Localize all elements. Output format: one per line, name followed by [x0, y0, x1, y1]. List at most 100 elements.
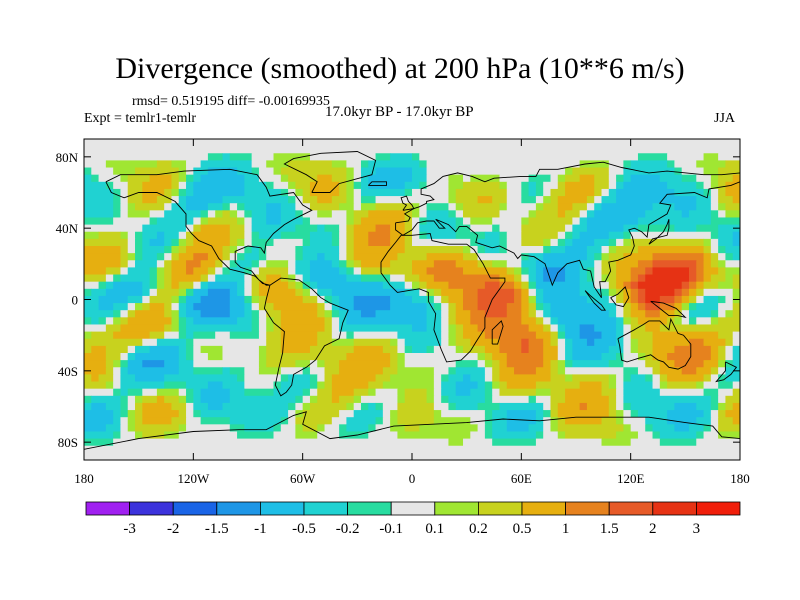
field-cell [302, 217, 311, 226]
field-cell [521, 188, 530, 197]
field-cell [681, 210, 690, 218]
field-cell [499, 174, 530, 183]
field-cell [339, 203, 355, 211]
field-cell [506, 188, 522, 197]
field-cell [339, 303, 355, 311]
field-cell [346, 424, 369, 432]
field-cell [324, 317, 333, 325]
field-cell [324, 324, 333, 333]
field-cell [105, 267, 121, 276]
field-cell [113, 203, 121, 211]
field-cell [84, 260, 121, 268]
field-cell [113, 388, 121, 397]
field-cell [630, 324, 646, 333]
field-cell [463, 267, 508, 276]
field-cell [681, 317, 690, 325]
field-cell [229, 295, 245, 304]
field-cell [725, 181, 740, 190]
field-cell [499, 345, 522, 354]
field-cell [186, 238, 194, 247]
x-tick-label: 0 [409, 471, 416, 486]
field-cell [346, 238, 355, 247]
field-cell [484, 374, 493, 383]
field-cell [353, 167, 362, 176]
field-cell [645, 303, 661, 311]
field-cell [426, 181, 449, 190]
field-cell [586, 210, 595, 218]
field-cell [419, 281, 428, 290]
field-cell [164, 238, 172, 247]
field-cell [127, 253, 136, 261]
field-cell [346, 274, 362, 283]
field-cell [258, 246, 267, 254]
field-cell [623, 374, 632, 383]
field-cell [718, 281, 734, 290]
field-cell [266, 217, 282, 226]
field-cell [113, 167, 136, 176]
field-cell [586, 295, 610, 304]
field-cell [324, 303, 333, 311]
field-cell [623, 224, 639, 233]
field-cell [710, 210, 719, 218]
field-cell [84, 238, 129, 247]
field-cell [543, 238, 551, 247]
field-cell [105, 281, 114, 290]
field-cell [84, 445, 740, 454]
field-cell [317, 281, 384, 290]
field-cell [135, 345, 151, 354]
field-cell [200, 210, 209, 218]
colorbar-swatch [347, 501, 392, 516]
field-cell [193, 410, 202, 418]
field-cell [696, 402, 712, 411]
field-cell [309, 181, 340, 190]
field-cell [601, 353, 617, 361]
field-cell [601, 438, 632, 447]
field-cell [120, 395, 129, 404]
field-cell [426, 288, 435, 297]
field-cell [594, 274, 603, 283]
field-cell [688, 338, 705, 347]
field-cell [732, 196, 740, 204]
field-cell [171, 317, 180, 325]
field-cell [630, 174, 661, 183]
field-cell [652, 345, 675, 354]
field-cell [703, 253, 712, 261]
field-cell [120, 260, 129, 268]
field-cell [492, 367, 500, 375]
field-cell [258, 310, 267, 318]
experiment-text: Expt = temlr1-temlr [84, 111, 197, 126]
field-cell [178, 353, 187, 361]
field-cell [528, 324, 544, 333]
colorbar-label: 0.5 [513, 521, 532, 537]
field-cell [98, 231, 121, 240]
field-cell [470, 174, 500, 183]
field-cell [164, 381, 187, 390]
colorbar-swatch [172, 501, 218, 516]
field-cell [426, 281, 449, 290]
field-cell [696, 274, 705, 283]
field-cell [382, 410, 391, 418]
field-cell [390, 238, 406, 247]
field-cell [572, 360, 610, 368]
field-cell [258, 174, 282, 183]
field-cell [178, 317, 187, 325]
field-cell [608, 410, 617, 418]
field-cell [302, 274, 311, 283]
field-cell [360, 267, 413, 276]
field-cell [637, 260, 654, 268]
field-cell [324, 367, 340, 375]
field-cell [193, 303, 231, 311]
field-cell [193, 360, 260, 368]
field-cell [732, 281, 740, 290]
field-cell [331, 324, 340, 333]
field-cell [543, 303, 551, 311]
field-cell [448, 188, 457, 197]
field-cell [506, 353, 544, 361]
field-cell [521, 345, 530, 354]
field-cell [331, 295, 340, 304]
field-cell [412, 167, 428, 176]
field-cell [120, 410, 129, 418]
field-cell [543, 424, 551, 432]
colorbar-label: -0.2 [336, 521, 360, 537]
field-cell [732, 402, 740, 411]
